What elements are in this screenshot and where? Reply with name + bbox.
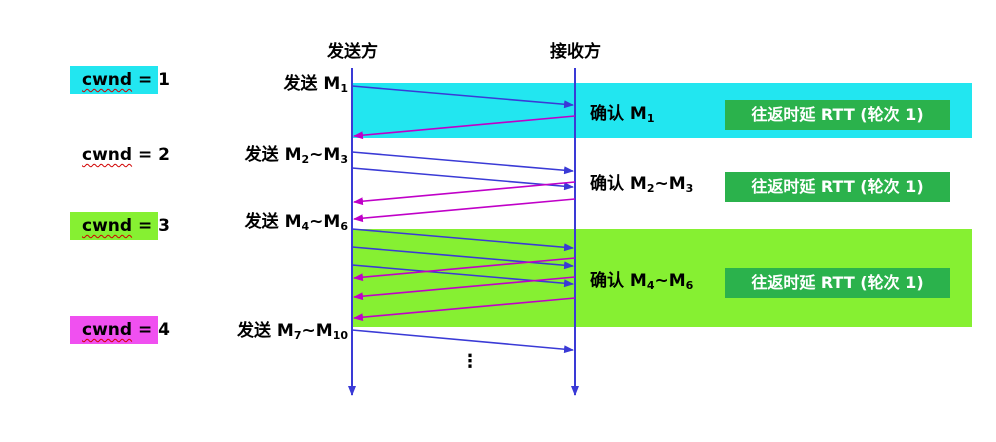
rtt-label-round-1: 往返时延 RTT (轮次 1) [725,100,950,130]
rtt-label-round-2: 往返时延 RTT (轮次 1) [725,172,950,202]
send-label-round-4: 发送 M7~M10 [237,321,348,342]
receiver-header: 接收方 [550,42,601,62]
ack-label-round-2: 确认 M2~M3 [590,174,694,195]
data-arrow [351,228,574,252]
ack-label-round-3: 确认 M4~M6 [590,271,694,292]
data-arrow [351,246,574,270]
ack-arrow [353,198,576,223]
send-label-round-3: 发送 M4~M6 [244,212,348,233]
rtt-label-round-3: 往返时延 RTT (轮次 1) [725,268,950,298]
data-arrow [351,329,574,354]
sender-header: 发送方 [327,42,378,62]
send-label-round-2: 发送 M2~M3 [244,145,348,166]
cwnd-2-label: cwnd = 2 [82,145,170,165]
send-label-round-1: 发送 M1 [283,74,349,95]
cwnd-3-label: cwnd = 3 [82,216,170,236]
ack-label-round-1: 确认 M1 [590,104,655,125]
ack-arrow [353,115,576,140]
ack-arrow [353,297,576,322]
cwnd-4-label: cwnd = 4 [82,320,170,340]
cwnd-4-highlight [70,316,158,344]
cwnd-1-label: cwnd = 1 [82,70,170,90]
data-arrow [351,85,574,109]
ack-arrow [353,276,576,301]
cwnd-3-highlight [70,212,158,240]
data-arrow [351,167,574,191]
data-arrow [351,151,574,175]
ack-arrow [353,257,576,282]
ack-arrow [353,181,576,206]
cwnd-1-highlight [70,66,158,94]
